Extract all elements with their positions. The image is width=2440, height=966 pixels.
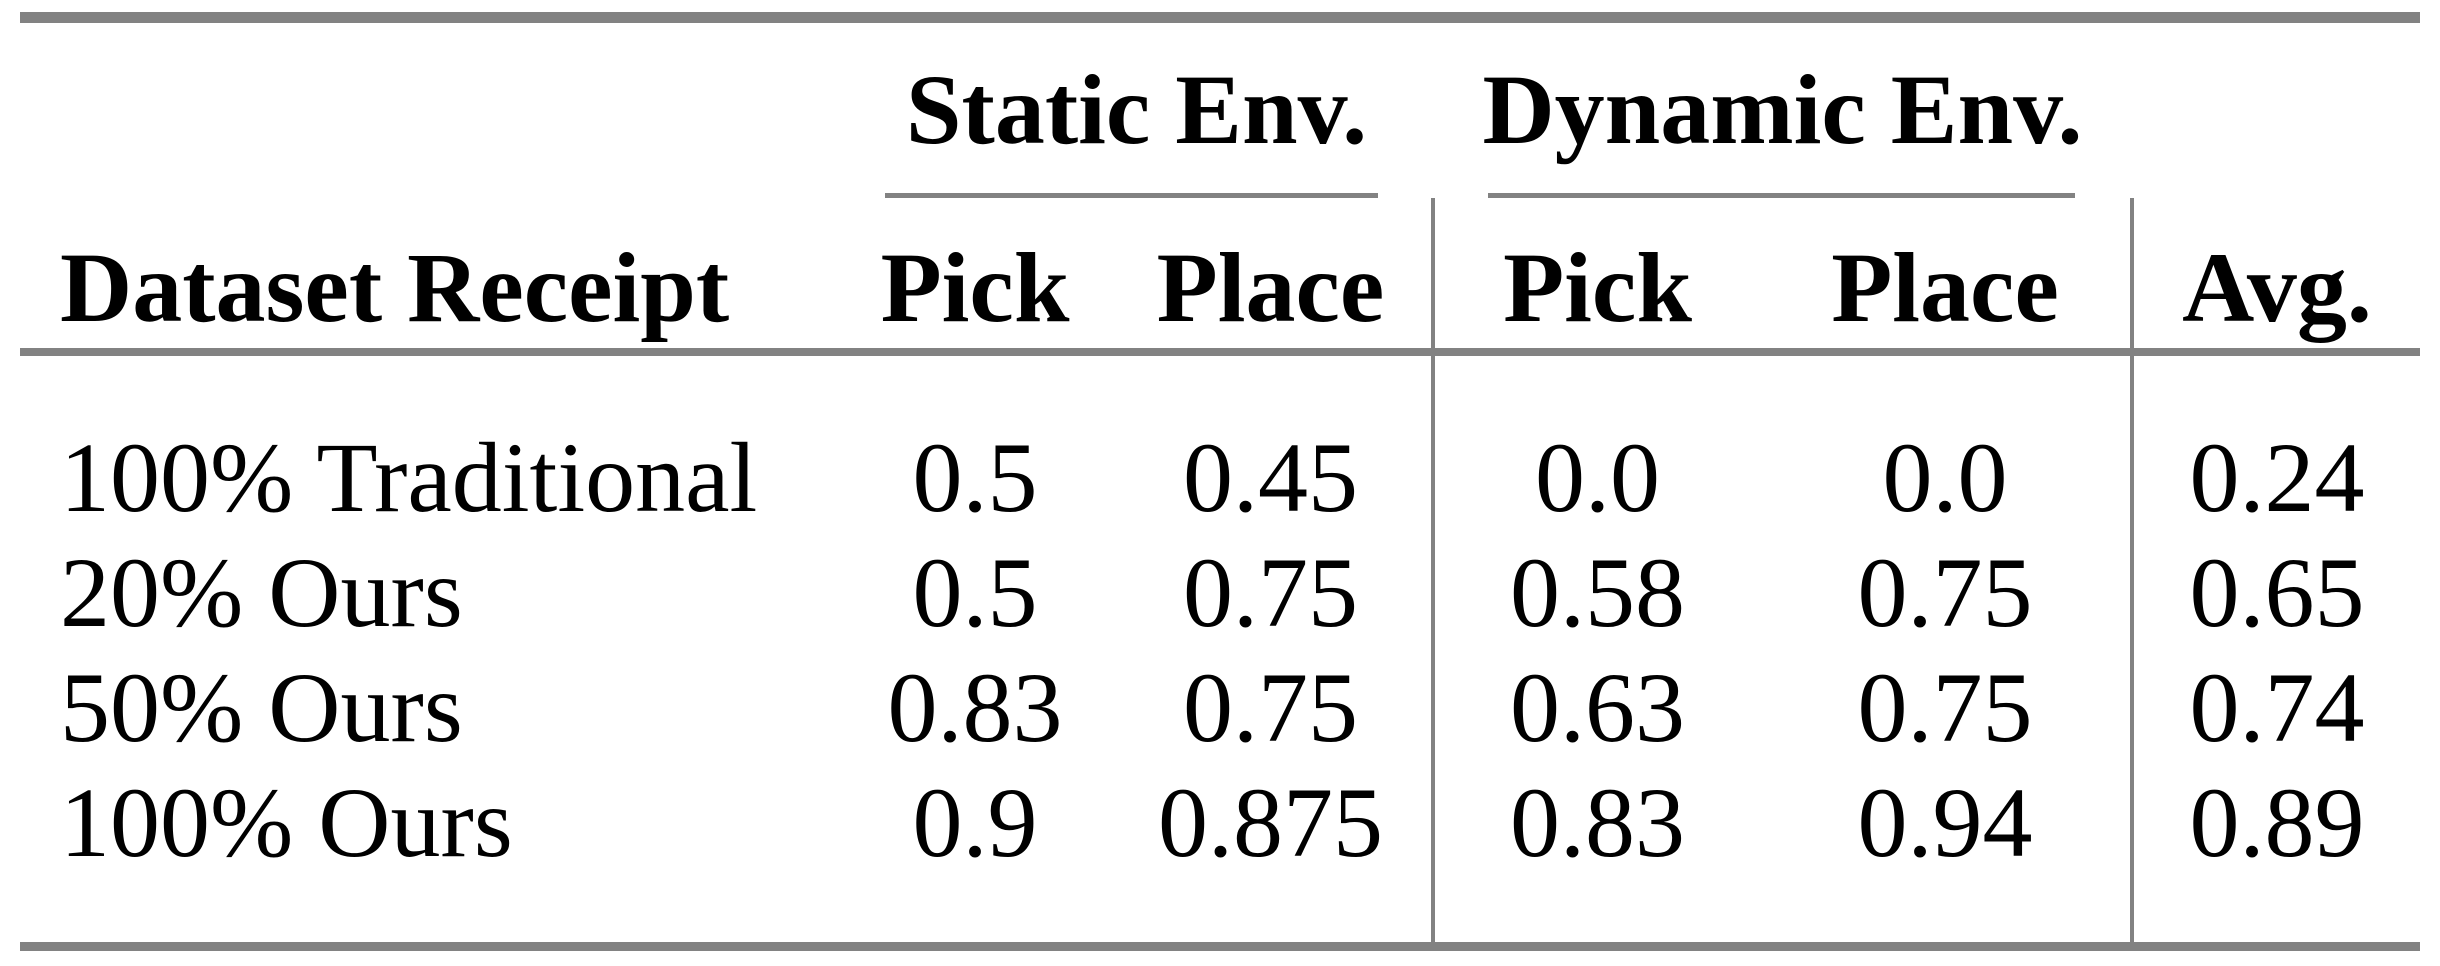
value-cell: 0.75 — [1110, 649, 1435, 765]
value-cell: 0.89 — [2189, 766, 2365, 878]
table-row: 100% Traditional 0.5 0.45 0.0 0.0 0.24 — [20, 351, 2420, 535]
table-row: 20% Ours 0.5 0.75 0.58 0.75 0.65 — [20, 534, 2420, 650]
row-label: 20% Ours — [60, 536, 463, 648]
column-header-avg: Avg. — [2132, 197, 2421, 356]
column-header-row: Dataset Receipt Pick Place Pick Place Av… — [20, 197, 2421, 356]
dynamic-env-label: Dynamic Env. — [1482, 54, 2083, 166]
value-cell: 0.83 — [1510, 766, 1685, 878]
value-cell: 0.83 — [887, 651, 1063, 763]
value-cell: 0.58 — [1510, 536, 1685, 648]
group-header-static-env: Static Env. — [840, 18, 1433, 198]
row-label: 100% Traditional — [60, 421, 758, 533]
column-header-dynamic-place: Place — [1760, 197, 2135, 356]
column-header-dynamic-pick: Pick — [1433, 197, 1760, 356]
value-cell: 0.0 — [1535, 421, 1660, 533]
value-cell: 0.94 — [1760, 764, 2135, 946]
row-label: 50% Ours — [60, 651, 463, 763]
corner-empty-cell — [20, 18, 840, 198]
value-cell: 0.9 — [912, 766, 1038, 878]
value-cell: 0.5 — [912, 421, 1038, 533]
static-env-label: Static Env. — [905, 54, 1368, 166]
column-header-dataset-receipt: Dataset Receipt — [20, 197, 840, 356]
value-cell: 0.65 — [2189, 536, 2365, 648]
value-cell: 0.875 — [1110, 764, 1435, 946]
column-header-static-pick: Pick — [840, 197, 1110, 356]
group-header-dynamic-env: Dynamic Env. — [1433, 18, 2132, 198]
value-cell: 0.63 — [1510, 651, 1685, 763]
value-cell: 0.5 — [912, 536, 1038, 648]
value-cell: 0.75 — [1760, 534, 2135, 650]
table-row: 100% Ours 0.9 0.875 0.83 0.94 0.89 — [20, 764, 2420, 946]
table-row: 50% Ours 0.83 0.75 0.63 0.75 0.74 — [20, 649, 2420, 765]
value-cell: 0.0 — [1760, 351, 2135, 535]
value-cell: 0.75 — [1110, 534, 1435, 650]
value-cell: 0.45 — [1110, 351, 1435, 535]
results-table: Static Env. Dynamic Env. Dataset Receipt… — [20, 12, 2421, 951]
value-cell: 0.24 — [2189, 421, 2365, 533]
row-label: 100% Ours — [60, 766, 513, 878]
value-cell: 0.75 — [1760, 649, 2135, 765]
group-header-row: Static Env. Dynamic Env. — [20, 18, 2420, 198]
column-header-static-place: Place — [1110, 197, 1435, 356]
avg-empty-top-cell — [2132, 18, 2420, 198]
value-cell: 0.74 — [2189, 651, 2365, 763]
